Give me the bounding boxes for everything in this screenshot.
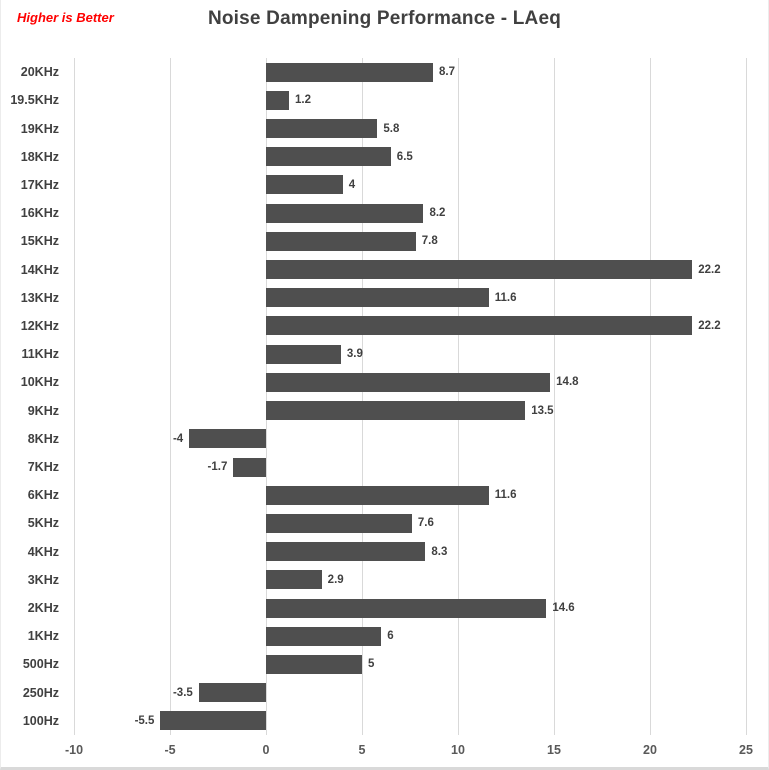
bar-7KHz	[233, 457, 266, 477]
category-label: 18KHz	[20, 149, 59, 164]
x-tick-label: -10	[64, 743, 84, 757]
value-label: 6.5	[396, 150, 413, 163]
value-label: 11.6	[494, 291, 517, 304]
category-label: 15KHz	[20, 234, 59, 249]
x-tick-label: 10	[451, 743, 465, 757]
value-label: 5	[368, 658, 375, 671]
category-label: 19KHz	[20, 121, 59, 136]
bar-9KHz	[266, 401, 526, 421]
higher-is-better-annotation: Higher is Better	[17, 10, 114, 25]
category-label: 1KHz	[27, 629, 59, 644]
x-tick-label: 15	[547, 743, 561, 757]
gridline-x-5	[361, 58, 363, 735]
value-label: 22.2	[698, 263, 721, 276]
bar-12KHz	[266, 316, 693, 336]
value-label: 13.5	[531, 404, 554, 417]
gridline-x--5	[169, 58, 171, 735]
bar-15KHz	[266, 231, 416, 251]
category-label: 11KHz	[21, 347, 59, 362]
gridline-x-0	[265, 58, 267, 735]
category-label: 500Hz	[22, 657, 59, 672]
category-label: 2KHz	[27, 601, 59, 616]
x-tick-label: -5	[164, 743, 176, 757]
value-label: 11.6	[494, 489, 517, 502]
category-label: 14KHz	[20, 262, 59, 277]
bar-4KHz	[266, 542, 426, 562]
category-label: 8KHz	[27, 431, 59, 446]
value-label: 14.8	[556, 376, 579, 389]
category-label: 250Hz	[22, 685, 59, 700]
x-tick-label: 20	[643, 743, 657, 757]
value-label: 1.2	[295, 94, 312, 107]
bar-1KHz	[266, 626, 382, 646]
category-label: 13KHz	[20, 290, 59, 305]
x-tick-label: 5	[358, 743, 366, 757]
bar-6KHz	[266, 485, 489, 505]
category-label: 20KHz	[20, 65, 59, 80]
bar-19KHz	[266, 119, 378, 139]
bar-3KHz	[266, 570, 322, 590]
bar-14KHz	[266, 260, 693, 280]
value-label: 7.8	[421, 235, 438, 248]
value-label: 2.9	[327, 573, 344, 586]
value-label: -1.7	[207, 461, 228, 474]
category-label: 3KHz	[27, 572, 59, 587]
value-label: -5.5	[134, 714, 155, 727]
category-label: 16KHz	[20, 206, 59, 221]
value-label: 14.6	[552, 602, 575, 615]
category-label: 5KHz	[27, 516, 59, 531]
bar-100Hz	[160, 711, 266, 731]
category-label: 4KHz	[27, 544, 59, 559]
bar-18KHz	[266, 147, 391, 167]
value-label: 5.8	[383, 122, 400, 135]
bar-250Hz	[198, 683, 266, 703]
bar-16KHz	[266, 203, 424, 223]
bar-10KHz	[266, 372, 551, 392]
gridline-x-25	[745, 58, 747, 735]
category-label: 9KHz	[27, 403, 59, 418]
category-label: 10KHz	[20, 375, 59, 390]
x-tick-label: 0	[262, 743, 270, 757]
value-label: 3.9	[346, 348, 363, 361]
value-label: 4	[348, 178, 356, 191]
category-label: 100Hz	[22, 713, 59, 728]
category-label: 12KHz	[20, 318, 59, 333]
bar-17KHz	[266, 175, 343, 195]
gridline-x-20	[649, 58, 651, 735]
bar-20KHz	[266, 62, 434, 82]
category-label: 6KHz	[27, 488, 59, 503]
bar-13KHz	[266, 288, 489, 308]
value-label: -3.5	[172, 686, 193, 699]
bar-11KHz	[266, 344, 341, 364]
bar-5KHz	[266, 513, 412, 533]
bar-2KHz	[266, 598, 547, 618]
value-label: 6	[387, 630, 394, 643]
value-label: 8.7	[439, 66, 456, 79]
bar-19.5KHz	[266, 90, 290, 110]
x-tick-label: 25	[739, 743, 753, 757]
value-label: 8.2	[429, 207, 446, 220]
gridline-x-15	[553, 58, 555, 735]
value-label: 22.2	[698, 319, 721, 332]
value-label: -4	[172, 432, 184, 445]
category-label: 7KHz	[27, 460, 59, 475]
value-label: 8.3	[431, 545, 448, 558]
category-label: 17KHz	[20, 177, 59, 192]
gridline-x-10	[457, 58, 459, 735]
value-label: 7.6	[417, 517, 434, 530]
bar-500Hz	[266, 654, 362, 674]
bar-8KHz	[189, 429, 266, 449]
gridline-x--10	[73, 58, 75, 735]
chart-title: Noise Dampening Performance - LAeq	[207, 8, 562, 29]
category-label: 19.5KHz	[10, 93, 59, 108]
